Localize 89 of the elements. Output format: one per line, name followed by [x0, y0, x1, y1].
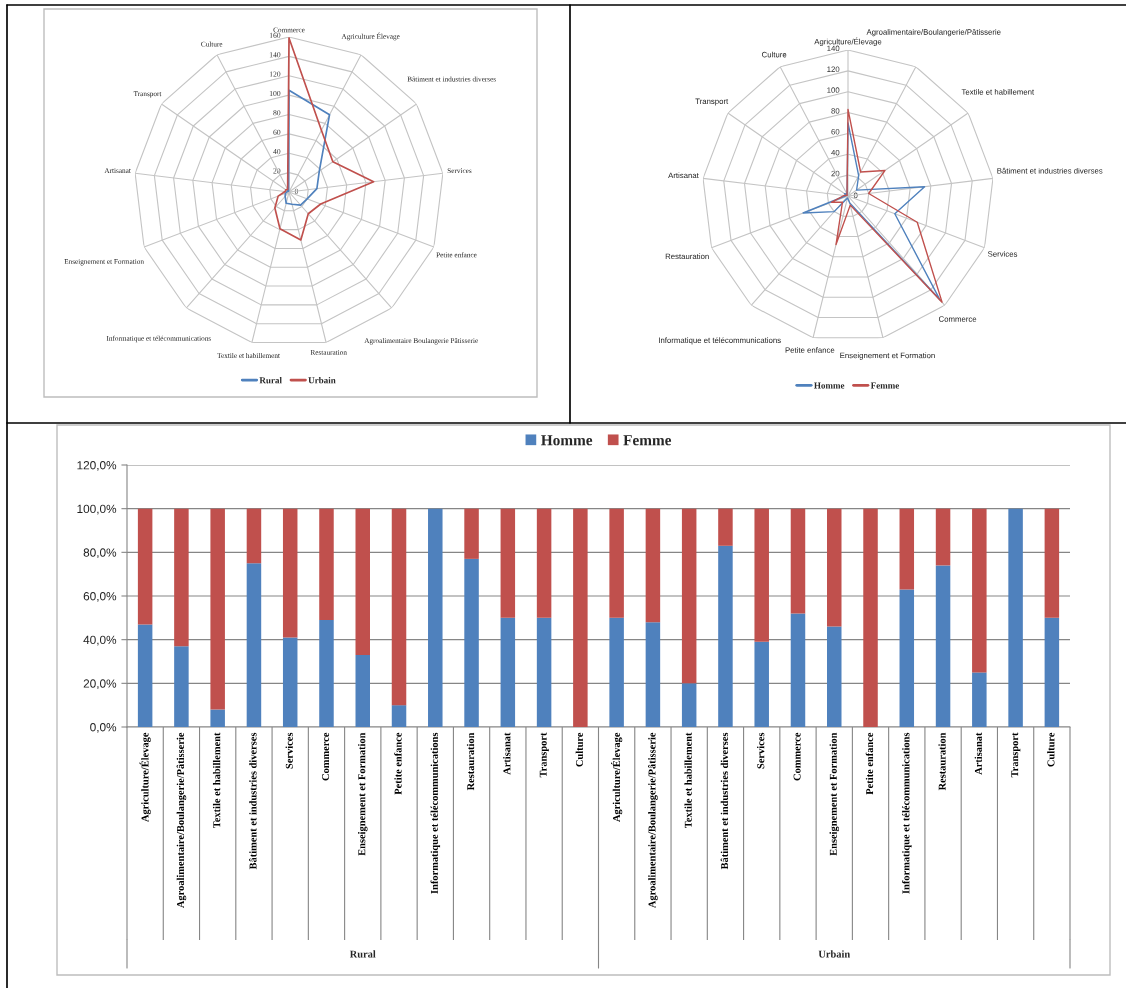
bar	[609, 617, 624, 727]
legend-label: Urbain	[308, 377, 336, 384]
bar	[355, 654, 370, 727]
bar	[355, 508, 370, 655]
bar	[609, 508, 624, 618]
bar	[536, 508, 552, 618]
x-tick-label: Informatique et télécommunications	[902, 732, 912, 894]
x-tick-label: Commerce	[793, 732, 801, 781]
bar	[464, 508, 479, 559]
bar	[319, 620, 334, 727]
x-tick-label: Textile et habillement	[212, 732, 221, 829]
legend-label: Homme	[541, 435, 593, 446]
bar	[645, 508, 661, 623]
bar	[827, 508, 842, 627]
x-tick-label: Restauration	[466, 732, 475, 791]
legend-label: Femme	[870, 382, 900, 389]
bar	[681, 683, 697, 727]
bar	[210, 709, 225, 727]
bar	[718, 508, 733, 546]
bar	[972, 508, 987, 673]
bar	[1008, 508, 1023, 727]
bar	[899, 508, 915, 590]
x-tick-label: Culture	[1047, 732, 1055, 767]
legend-label: Homme	[814, 382, 845, 389]
bar	[718, 545, 733, 727]
x-tick-label: Agroalimentaire/Boulangerie/Pâtisserie	[176, 732, 187, 908]
legend-label: Rural	[259, 377, 282, 384]
bar	[827, 626, 842, 727]
bar	[137, 508, 153, 625]
x-tick-label: Agriculture/Élevage	[139, 732, 151, 822]
bar	[500, 617, 516, 727]
x-tick-label: Agroalimentaire/Boulangerie/Pâtisserie	[648, 732, 658, 908]
bar	[536, 617, 552, 727]
bar	[282, 508, 298, 638]
bar	[174, 646, 189, 727]
bar	[754, 641, 769, 727]
bar	[645, 622, 661, 727]
bar	[500, 508, 516, 618]
bar	[137, 624, 153, 727]
bar	[246, 508, 262, 564]
y-tick-label: 120,0%	[77, 461, 117, 471]
bar	[681, 508, 697, 684]
y-tick-label: 20,0%	[83, 679, 117, 690]
x-tick-label: Bâtiment et industries diverses	[249, 732, 257, 870]
y-tick-label: 80,0%	[83, 548, 117, 559]
bar	[972, 672, 987, 727]
x-tick-label: Services	[756, 732, 765, 769]
x-tick-label: Informatique et télécommunications	[430, 732, 441, 894]
x-tick-label: Culture	[575, 732, 583, 767]
bar	[790, 508, 806, 614]
y-tick-label: 60,0%	[83, 592, 117, 602]
bar	[790, 613, 806, 727]
y-tick-label: 100,0%	[77, 504, 117, 515]
bar	[174, 508, 189, 647]
x-tick-label: Transport	[1011, 732, 1021, 778]
bar	[428, 508, 443, 727]
y-tick-label: 0,0%	[90, 723, 117, 733]
bar	[573, 508, 588, 727]
x-tick-label: Commerce	[322, 732, 330, 781]
x-tick-label: Artisanat	[503, 732, 511, 775]
x-tick-label: Transport	[539, 732, 549, 778]
bar	[1044, 508, 1060, 618]
bar	[935, 508, 951, 566]
bar	[282, 637, 298, 727]
x-tick-label: Services	[285, 732, 293, 769]
bar	[464, 558, 479, 727]
x-tick-label: Enseignement et Formation	[357, 732, 368, 856]
bar	[391, 705, 407, 727]
text: Urbain	[818, 950, 851, 958]
bar	[319, 508, 334, 621]
bar	[754, 508, 769, 642]
x-tick-label: Agriculture/Élevage	[611, 732, 623, 822]
x-tick-label: Enseignement et Formation	[829, 732, 840, 856]
x-tick-label: Restauration	[938, 732, 946, 791]
bar	[899, 589, 915, 727]
x-tick-label: Petite enfance	[394, 732, 402, 795]
y-tick-label: 40,0%	[83, 635, 117, 646]
legend-label: Femme	[623, 435, 672, 446]
bar	[391, 508, 407, 706]
x-tick-label: Textile et habillement	[684, 732, 692, 829]
text: Rural	[349, 950, 376, 958]
bar	[935, 565, 951, 727]
bar	[246, 563, 262, 727]
bar	[210, 508, 225, 710]
x-tick-label: Bâtiment et industries diverses	[720, 732, 729, 870]
bar	[1044, 617, 1060, 727]
x-tick-label: Artisanat	[974, 732, 982, 775]
x-tick-label: Petite enfance	[865, 732, 874, 795]
bar	[863, 508, 878, 727]
